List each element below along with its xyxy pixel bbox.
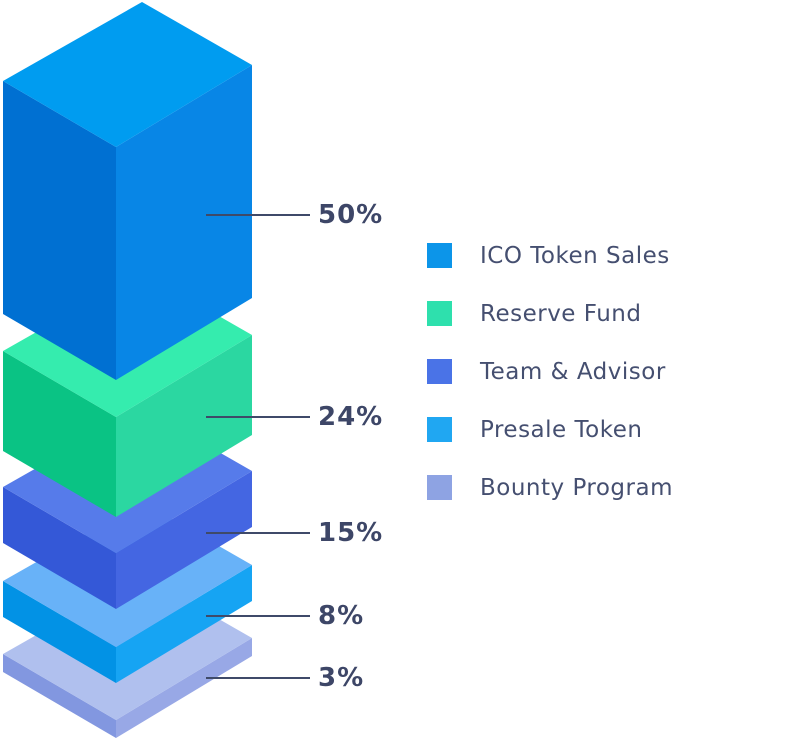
percent-label-presale-token: 8% [318, 601, 365, 631]
legend-item-presale-token: Presale Token [427, 416, 673, 443]
box-ico-token-sales-top-face [3, 2, 252, 147]
box-team-advisor-left-face [3, 487, 116, 609]
box-bounty-program-left-face [3, 654, 116, 738]
legend-swatch-ico-token-sales [427, 243, 452, 268]
legend: ICO Token Sales Reserve Fund Team & Advi… [427, 242, 673, 501]
legend-item-reserve-fund: Reserve Fund [427, 300, 673, 327]
legend-label-bounty-program: Bounty Program [480, 474, 673, 501]
legend-label-presale-token: Presale Token [480, 416, 643, 443]
legend-item-bounty-program: Bounty Program [427, 474, 673, 501]
box-reserve-fund-right-face [116, 335, 252, 517]
box-bounty-program-right-face [116, 638, 252, 738]
legend-swatch-reserve-fund [427, 301, 452, 326]
box-presale-token-left-face [3, 581, 116, 683]
legend-label-ico-token-sales: ICO Token Sales [480, 242, 670, 269]
box-presale-token-right-face [116, 565, 252, 683]
box-ico-token-sales-left-face [3, 81, 116, 380]
legend-item-ico-token-sales: ICO Token Sales [427, 242, 673, 269]
legend-label-reserve-fund: Reserve Fund [480, 300, 642, 327]
box-ico-token-sales-right-face [116, 65, 252, 380]
percent-label-reserve-fund: 24% [318, 402, 384, 432]
legend-label-team-advisor: Team & Advisor [480, 358, 666, 385]
legend-swatch-team-advisor [427, 359, 452, 384]
box-team-advisor-right-face [116, 471, 252, 609]
legend-swatch-presale-token [427, 417, 452, 442]
percent-label-team-advisor: 15% [318, 518, 384, 548]
legend-swatch-bounty-program [427, 475, 452, 500]
percent-label-bounty-program: 3% [318, 663, 365, 693]
legend-item-team-advisor: Team & Advisor [427, 358, 673, 385]
box-reserve-fund-left-face [3, 351, 116, 517]
percent-label-ico-token-sales: 50% [318, 200, 384, 230]
